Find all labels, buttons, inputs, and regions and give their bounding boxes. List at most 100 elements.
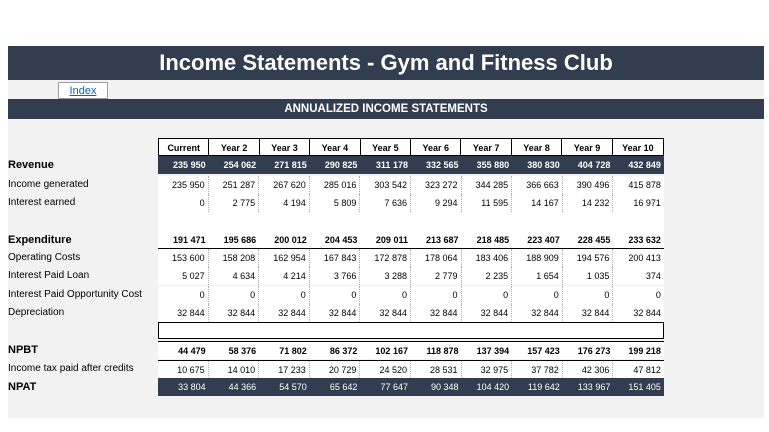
table-cell: 200 012	[274, 235, 307, 245]
table-cell: 0	[310, 286, 361, 304]
table-cell: 267 620	[259, 176, 310, 194]
table-cell: 0	[158, 194, 209, 212]
table-cell: 14 010	[209, 361, 260, 378]
table-cell: 415 878	[628, 180, 661, 190]
row-label-depreciation: Depreciation	[8, 307, 65, 318]
table-row-depreciation: 32 844 32 844 32 844 32 844 32 844 32 844 32 8…	[158, 304, 664, 322]
table-cell: 303 542	[360, 176, 411, 194]
table-cell: 28 531	[411, 361, 462, 378]
table-cell: 332 565	[426, 160, 459, 170]
table-cell: 0	[209, 286, 260, 304]
table-cell: 200 413	[628, 253, 661, 263]
table-cell: 204 453	[324, 235, 358, 245]
table-cell: 3 288	[360, 267, 411, 285]
column-header: Year 4	[310, 139, 361, 155]
table-cell: 2 235	[462, 267, 513, 285]
table-cell: 355 880	[476, 160, 510, 170]
table-cell: 188 909	[512, 249, 563, 267]
table-cell: 17 233	[259, 361, 310, 378]
table-cell: 311 178	[375, 160, 408, 170]
table-cell: 119 642	[527, 382, 560, 392]
row-label-interest-earned: Interest earned	[8, 197, 76, 208]
table-cell: 218 485	[476, 235, 510, 245]
table-cell: 5 809	[310, 194, 361, 212]
table-cell: 366 663	[512, 176, 563, 194]
table-cell: 32 844	[512, 304, 563, 322]
column-header: Year 3	[260, 139, 311, 155]
table-cell: 10 675	[158, 361, 209, 378]
table-cell: 290 825	[324, 160, 358, 170]
table-cell: 213 687	[426, 235, 459, 245]
table-cell: 71 802	[279, 346, 307, 356]
table-cell: 344 285	[462, 176, 513, 194]
table-cell: 157 423	[527, 346, 560, 356]
row-label-interest-opportunity: Interest Paid Opportunity Cost	[8, 289, 142, 300]
table-cell: 233 632	[628, 235, 661, 245]
table-cell: 32 844	[259, 304, 310, 322]
table-cell: 194 576	[563, 249, 614, 267]
row-label-income-generated: Income generated	[8, 179, 89, 190]
table-cell: 32 844	[633, 308, 661, 318]
table-cell: 77 647	[380, 382, 408, 392]
table-cell: 251 287	[209, 176, 260, 194]
table-cell: 24 520	[360, 361, 411, 378]
table-cell: 90 348	[431, 382, 459, 392]
table-cell: 44 479	[178, 346, 206, 356]
table-cell: 285 016	[310, 176, 361, 194]
table-cell: 0	[259, 286, 310, 304]
table-cell: 20 729	[310, 361, 361, 378]
table-cell: 0	[512, 286, 563, 304]
table-cell: 11 595	[462, 194, 513, 212]
table-row-interest-loan: 5 027 4 634 4 214 3 766 3 288 2 779 2 235 1 654…	[158, 267, 664, 285]
table-cell: 33 804	[178, 382, 206, 392]
column-header: Year 7	[461, 139, 512, 155]
table-cell: 32 844	[462, 304, 513, 322]
table-cell: 44 366	[228, 382, 257, 392]
table-cell: 195 686	[223, 235, 257, 245]
column-header-row: Current Year 2 Year 3 Year 4 Year 5 Year 6 Yea…	[158, 138, 664, 156]
table-cell: 323 272	[411, 176, 462, 194]
table-cell: 32 844	[360, 304, 411, 322]
table-cell: 14 232	[563, 194, 614, 212]
row-label-npbt: NPBT	[8, 344, 38, 356]
table-cell: 380 830	[527, 160, 560, 170]
table-cell: 42 306	[563, 361, 614, 378]
table-cell: 235 950	[158, 176, 209, 194]
column-header: Year 9	[562, 139, 613, 155]
table-cell: 4 634	[209, 267, 260, 285]
table-cell: 137 394	[476, 346, 510, 356]
table-cell: 133 967	[577, 382, 611, 392]
column-header: Year 10	[622, 143, 654, 153]
row-label-interest-loan: Interest Paid Loan	[8, 270, 90, 281]
column-header: Current	[159, 139, 210, 155]
table-cell: 432 849	[628, 160, 661, 170]
column-header: Year 5	[361, 139, 412, 155]
table-cell: 7 636	[360, 194, 411, 212]
table-cell: 47 812	[633, 365, 661, 375]
table-cell: 65 642	[329, 382, 358, 392]
table-row-expenditure: 191 471 195 686 200 012 204 453 209 011 213 6…	[158, 231, 664, 249]
row-label-tax: Income tax paid after credits	[8, 363, 134, 374]
table-cell: 223 407	[527, 235, 560, 245]
index-link[interactable]: Index	[58, 82, 108, 99]
row-label-operating-costs: Operating Costs	[8, 252, 81, 263]
table-row-npat: 33 804 44 366 54 570 65 642 77 647 90 348 104 …	[158, 378, 664, 396]
row-label-expenditure: Expenditure	[8, 234, 72, 246]
column-header: Year 2	[209, 139, 260, 155]
table-cell: 0	[360, 286, 411, 304]
table-cell: 172 878	[360, 249, 411, 267]
table-cell: 1 035	[563, 267, 614, 285]
table-cell: 390 496	[563, 176, 614, 194]
table-cell: 0	[655, 290, 661, 300]
spacer-row	[158, 322, 664, 339]
table-cell: 4 214	[259, 267, 310, 285]
table-cell: 14 167	[512, 194, 563, 212]
table-cell: 153 600	[158, 249, 209, 267]
table-cell: 0	[158, 286, 209, 304]
table-cell: 228 455	[577, 235, 611, 245]
table-cell: 54 570	[279, 382, 307, 392]
row-label-npat: NPAT	[8, 381, 37, 393]
table-cell: 404 728	[577, 160, 611, 170]
table-cell: 0	[462, 286, 513, 304]
